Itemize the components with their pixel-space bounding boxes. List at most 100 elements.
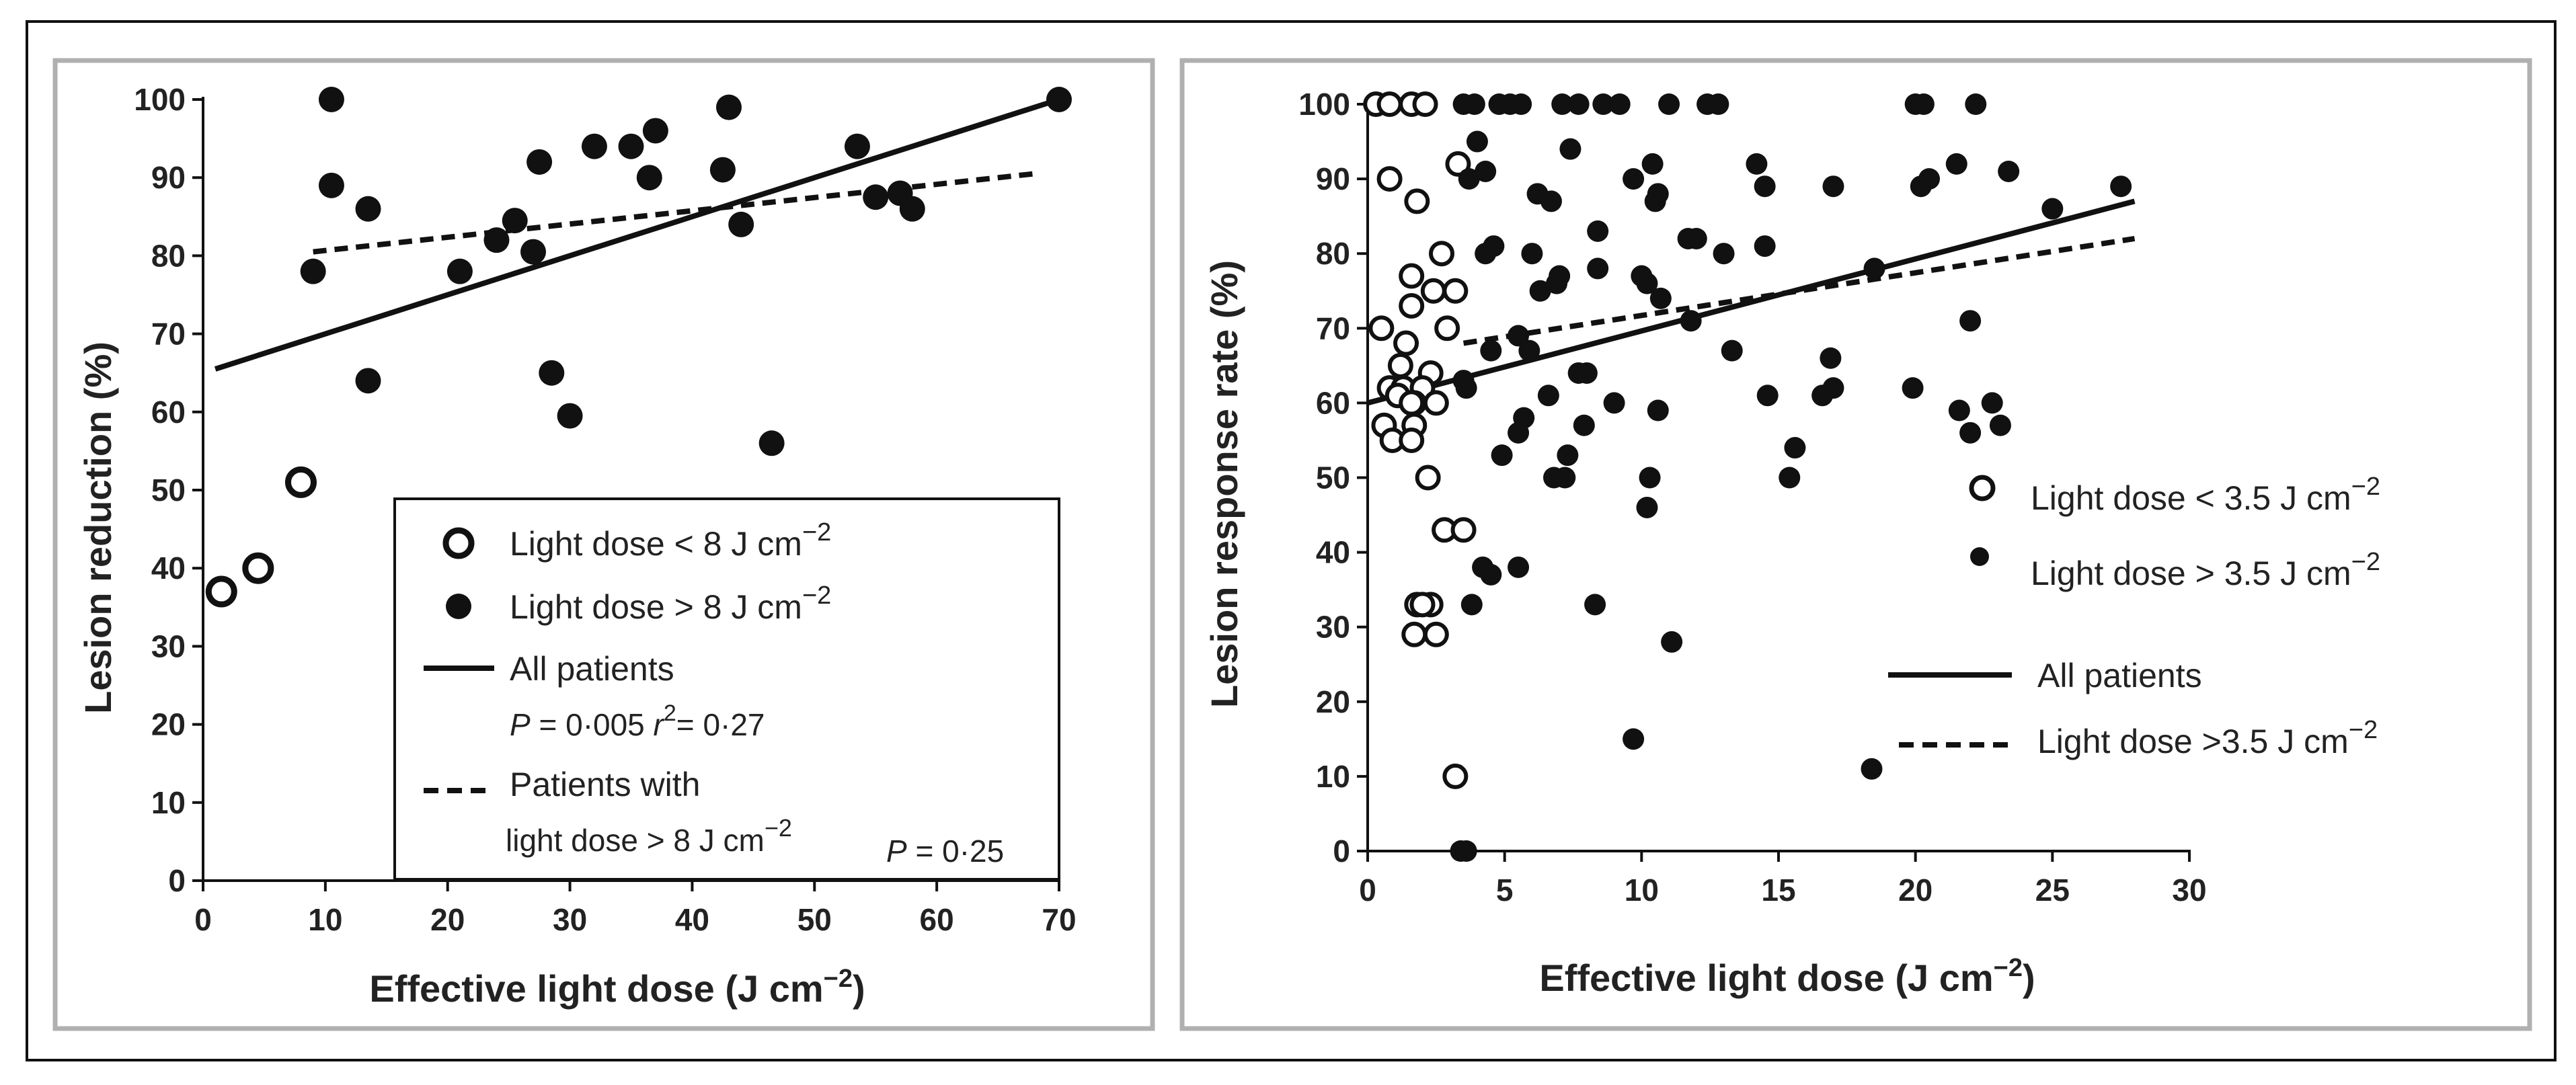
right-legend-filled-marker xyxy=(1970,547,1989,566)
right-point-filled xyxy=(1746,153,1768,175)
right-x-tick-label: 25 xyxy=(2035,873,2070,908)
right-point-filled xyxy=(1713,243,1735,265)
right-point-open xyxy=(1399,390,1425,416)
left-point-filled xyxy=(899,196,925,222)
left-panel-frame xyxy=(52,58,1155,1031)
left-point-filled xyxy=(863,184,889,210)
left-legend-sub-stat: P = 0·25 xyxy=(886,834,1004,869)
right-point-filled xyxy=(1557,444,1579,467)
right-x-tick-label: 15 xyxy=(1761,873,1795,908)
figure-outer-frame xyxy=(26,20,2557,1061)
left-point-filled xyxy=(355,196,381,222)
right-legend-filled-label-sup: −2 xyxy=(2351,548,2380,576)
left-y-tick-label: 0 xyxy=(168,863,186,898)
left-point-filled xyxy=(715,94,742,120)
left-point-filled xyxy=(636,165,662,191)
right-point-filled xyxy=(2041,198,2064,220)
left-y-tick-label: 70 xyxy=(151,317,186,352)
right-point-filled xyxy=(1458,168,1480,190)
right-point-filled xyxy=(1466,130,1488,153)
right-point-open xyxy=(1434,315,1460,341)
right-point-filled xyxy=(2110,175,2132,198)
right-x-tick-label: 20 xyxy=(1898,873,1933,908)
right-point-open xyxy=(1399,427,1425,453)
right-x-tick-label: 0 xyxy=(1359,873,1376,908)
right-point-open xyxy=(1445,151,1471,177)
left-legend-all-label: All patients xyxy=(510,650,674,688)
left-x-tick-label: 40 xyxy=(675,902,709,937)
right-point-filled xyxy=(1543,467,1565,489)
right-point-filled xyxy=(1756,385,1779,407)
left-x-axis-label-sup: −2 xyxy=(824,965,853,993)
right-point-filled xyxy=(1959,421,1982,444)
left-legend-all-stat-p: P xyxy=(510,707,531,742)
right-point-open xyxy=(1399,292,1425,319)
right-point-filled xyxy=(1965,93,1987,115)
left-legend-filled-label: Light dose > 8 J cm−2 xyxy=(510,581,831,626)
right-legend-sub-label: Light dose >3.5 J cm−2 xyxy=(2037,716,2378,760)
left-y-tick-label: 90 xyxy=(151,160,186,195)
right-x-axis-label-close: ) xyxy=(2023,957,2035,999)
right-point-filled xyxy=(1644,190,1666,212)
right-y-tick-label: 20 xyxy=(1316,684,1350,719)
left-x-tick-label: 20 xyxy=(430,902,465,937)
right-point-open xyxy=(1428,241,1454,267)
right-point-filled xyxy=(1460,594,1483,616)
right-x-axis-label-main: Effective light dose (J cm xyxy=(1539,957,1993,999)
right-legend-open-marker xyxy=(1969,475,1996,501)
right-point-filled xyxy=(1623,168,1645,190)
right-point-open xyxy=(1442,763,1469,789)
right-point-filled xyxy=(1636,272,1658,294)
right-point-filled xyxy=(1822,175,1844,198)
left-x-tick-label: 0 xyxy=(194,902,212,937)
left-point-filled xyxy=(526,149,553,175)
left-point-filled xyxy=(642,118,668,144)
left-fit-lines xyxy=(214,97,1060,372)
left-y-tick-label: 100 xyxy=(134,82,186,117)
right-point-filled xyxy=(1981,392,2003,414)
right-y-tick-label: 60 xyxy=(1316,385,1350,420)
left-y-tick-label: 20 xyxy=(151,707,186,742)
left-x-tick-label: 30 xyxy=(553,902,587,937)
right-panel-frame xyxy=(1179,58,2532,1031)
right-point-filled xyxy=(1636,496,1658,518)
right-point-open xyxy=(1409,592,1436,618)
right-point-filled xyxy=(1661,631,1683,653)
right-point-filled xyxy=(1573,414,1595,436)
right-point-filled xyxy=(1784,437,1806,459)
left-x-axis-label-main: Effective light dose (J cm xyxy=(369,967,823,1010)
right-x-axis-label-sup: −2 xyxy=(1994,954,2023,982)
right-legend-sub-label-text: Light dose >3.5 J cm xyxy=(2037,723,2349,760)
right-point-open xyxy=(1368,315,1395,341)
left-legend-filled-marker xyxy=(446,594,471,619)
right-point-filled xyxy=(1559,138,1582,160)
right-point-filled xyxy=(1546,272,1568,294)
right-point-filled xyxy=(1680,310,1702,332)
left-legend-box xyxy=(393,497,1060,881)
right-legend-open-label-sup: −2 xyxy=(2351,473,2380,501)
left-legend-open-marker xyxy=(442,527,475,559)
right-point-open xyxy=(1401,621,1428,647)
right-legend-all-label: All patients xyxy=(2037,657,2202,694)
left-x-tick-label: 60 xyxy=(920,902,954,937)
right-point-open xyxy=(1412,91,1438,117)
left-y-tick-label: 60 xyxy=(151,395,186,430)
left-x-axis-label-close: ) xyxy=(853,967,865,1010)
right-y-tick-label: 50 xyxy=(1316,460,1350,495)
right-y-axis-label: Lesion response rate (%) xyxy=(1203,260,1245,708)
left-legend-open-label-sup: −2 xyxy=(802,518,831,547)
left-y-tick-label: 80 xyxy=(151,238,186,273)
right-point-filled xyxy=(1608,93,1631,115)
right-point-filled xyxy=(1483,235,1505,257)
left-point-filled xyxy=(844,133,870,159)
left-panel: 0 10 20 30 40 50 60 70 80 90 100 0 10 20 30 40 50 60 70 Le… xyxy=(52,58,1155,1031)
right-point-filled xyxy=(1912,93,1935,115)
right-point-filled xyxy=(1945,153,1967,175)
right-point-filled xyxy=(1918,168,1941,190)
right-y-tick-label: 70 xyxy=(1316,311,1350,346)
right-point-filled xyxy=(1567,93,1590,115)
left-point-open xyxy=(242,552,274,584)
right-fit-lines xyxy=(1366,198,2136,406)
left-axes: 0 10 20 30 40 50 60 70 80 90 100 0 10 20 30 40 50 60 70 xyxy=(134,82,1076,937)
left-legend: Light dose < 8 J cm−2 Light dose > 8 J c… xyxy=(393,497,1060,881)
